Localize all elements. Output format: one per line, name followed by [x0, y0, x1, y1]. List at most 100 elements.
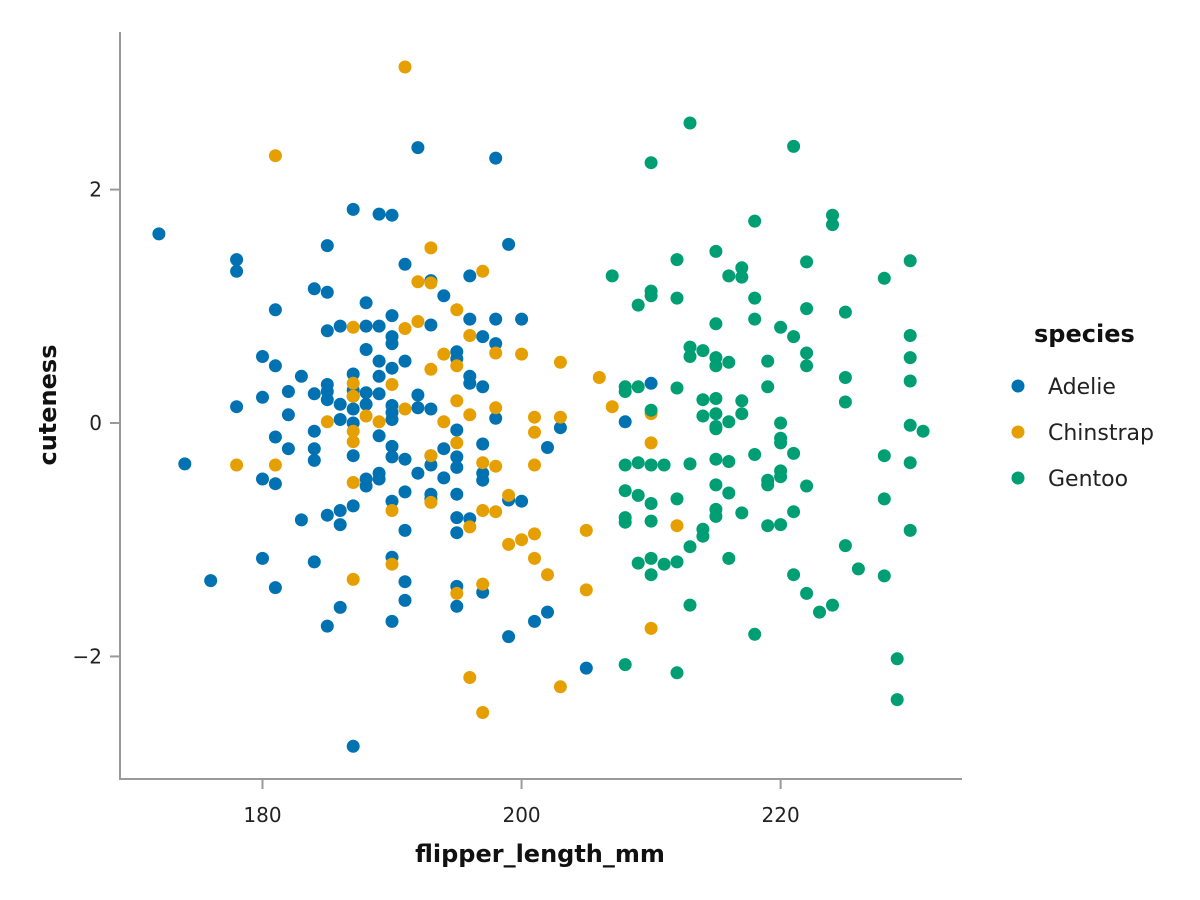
data-point — [437, 415, 451, 429]
data-point — [450, 303, 464, 317]
data-point — [826, 208, 839, 222]
y-axis-title: cuteness — [34, 345, 62, 466]
data-point — [385, 494, 399, 508]
data-point — [450, 436, 464, 450]
data-point — [307, 282, 321, 296]
data-point — [787, 330, 801, 344]
data-point — [256, 350, 269, 363]
data-point — [411, 141, 425, 155]
data-point — [502, 237, 516, 251]
data-point — [903, 329, 917, 342]
data-point — [787, 568, 801, 582]
data-point — [346, 739, 360, 753]
data-point — [761, 519, 775, 533]
data-point — [631, 456, 645, 470]
data-point — [489, 459, 503, 473]
data-point — [890, 652, 904, 666]
data-point — [838, 305, 852, 319]
data-point — [670, 253, 684, 267]
data-point — [709, 509, 723, 523]
data-point — [683, 340, 697, 354]
data-point — [826, 598, 839, 612]
data-point — [748, 291, 762, 305]
data-point — [437, 289, 451, 303]
data-point — [489, 346, 503, 360]
data-point — [528, 425, 541, 439]
data-point — [838, 395, 852, 409]
data-point — [644, 403, 658, 417]
data-point — [476, 473, 490, 487]
data-point — [735, 261, 749, 275]
data-point — [489, 312, 503, 326]
data-point — [333, 413, 347, 426]
data-point — [735, 506, 749, 520]
data-point — [838, 539, 852, 553]
data-point — [385, 504, 399, 517]
series-gentoo — [605, 116, 930, 707]
data-point — [307, 387, 321, 401]
data-point — [424, 276, 438, 290]
data-point — [553, 680, 567, 694]
data-point — [256, 390, 269, 404]
data-point — [450, 511, 464, 525]
data-point — [579, 523, 593, 537]
x-ticks: 180 200 220 — [243, 779, 800, 827]
data-point — [450, 423, 464, 437]
data-point — [398, 60, 412, 74]
data-point — [437, 442, 451, 456]
x-axis-title: flipper_length_mm — [415, 840, 665, 868]
legend-label: Adelie — [1048, 375, 1116, 400]
data-point — [683, 457, 697, 471]
data-point — [268, 430, 282, 444]
data-point — [346, 367, 360, 381]
data-point — [592, 371, 606, 384]
data-point — [424, 318, 438, 332]
legend-item-gentoo: Gentoo — [1011, 467, 1128, 492]
data-point — [515, 312, 529, 326]
data-point — [761, 354, 775, 368]
data-point — [877, 492, 891, 506]
data-point — [903, 254, 917, 268]
data-point — [631, 298, 645, 312]
data-point — [605, 400, 619, 414]
data-point — [450, 450, 464, 464]
data-point — [230, 264, 244, 278]
data-point — [346, 389, 360, 403]
data-point — [359, 386, 373, 400]
data-point — [748, 214, 762, 228]
data-point — [463, 671, 477, 684]
data-point — [450, 394, 464, 408]
data-point — [709, 452, 723, 466]
data-point — [424, 362, 438, 376]
data-point — [722, 486, 736, 500]
data-point — [657, 557, 671, 571]
data-point — [774, 436, 788, 450]
data-point — [903, 523, 917, 537]
data-point — [333, 600, 347, 614]
data-point — [631, 488, 645, 502]
data-point — [696, 344, 710, 358]
data-point — [424, 449, 438, 463]
data-point — [385, 614, 399, 628]
data-point — [644, 621, 658, 635]
data-point — [463, 329, 477, 342]
data-point — [450, 586, 464, 600]
data-point — [450, 599, 464, 613]
data-point — [346, 435, 360, 449]
data-point — [346, 572, 360, 586]
data-point — [735, 394, 749, 408]
data-point — [515, 347, 529, 361]
data-point — [411, 315, 425, 328]
data-point — [489, 505, 503, 519]
data-point — [385, 337, 399, 351]
data-point — [424, 495, 438, 509]
data-point — [372, 429, 386, 443]
data-point — [489, 151, 503, 165]
data-point — [281, 408, 295, 422]
data-point — [709, 478, 723, 492]
data-point — [877, 271, 891, 285]
data-point — [307, 555, 321, 569]
data-point — [670, 555, 684, 569]
data-point — [385, 208, 399, 222]
data-point — [644, 376, 658, 390]
